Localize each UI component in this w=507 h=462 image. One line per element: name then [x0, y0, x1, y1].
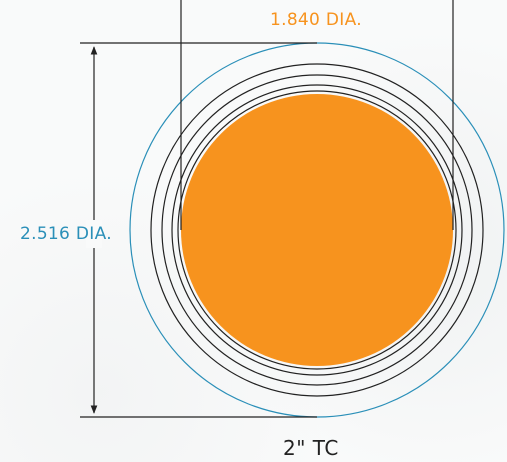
flange-ring-1: [150, 63, 484, 397]
part-name-label: 2" TC: [283, 436, 339, 460]
outer-diameter-label: 2.516 DIA.: [20, 224, 112, 244]
bore-ring: [177, 90, 457, 370]
flange-ring-2: [161, 74, 473, 386]
flange-ring-3: [171, 84, 463, 376]
outer-label-gap: [86, 220, 102, 248]
inner-diameter-disc: [181, 94, 453, 366]
inner-diameter-label: 1.840 DIA.: [270, 10, 362, 30]
